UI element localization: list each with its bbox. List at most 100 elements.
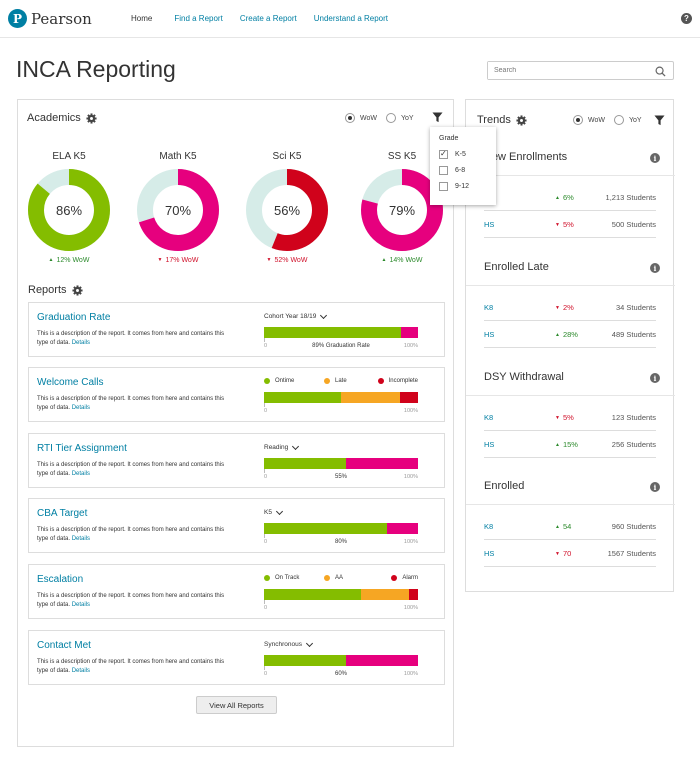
details-link[interactable]: Details: [71, 535, 91, 542]
info-icon[interactable]: i: [650, 263, 660, 273]
axis-tick: [264, 666, 265, 670]
search-box: [487, 61, 674, 80]
view-all-reports-button[interactable]: View All Reports: [196, 696, 277, 714]
trend-row: K8 54 960 Students: [484, 513, 656, 540]
report-filter-value: Synchronous: [264, 641, 302, 648]
donut-arc: [361, 169, 443, 251]
wow-radio[interactable]: [573, 115, 583, 125]
divider: [466, 504, 675, 505]
yoy-radio[interactable]: [613, 115, 624, 125]
axis-tick: [264, 403, 265, 407]
filter-icon[interactable]: [432, 112, 443, 123]
donut-math-k5[interactable]: Math K5 70% 17% WoW: [134, 151, 222, 264]
grade-option-9-12[interactable]: 9-12: [439, 182, 487, 191]
trend-section-title: DSY Withdrawal: [484, 371, 564, 383]
checkbox[interactable]: [439, 166, 448, 175]
report-filter-select[interactable]: Reading: [264, 442, 300, 451]
trend-row-key[interactable]: K8: [484, 303, 494, 312]
search-icon[interactable]: [655, 66, 666, 77]
report-card: CBA Target This is a description of the r…: [28, 498, 445, 553]
report-description-text: This is a description of the report. It …: [37, 659, 225, 674]
report-title[interactable]: CBA Target: [37, 508, 88, 519]
details-link[interactable]: Details: [71, 667, 91, 674]
report-description-text: This is a description of the report. It …: [37, 331, 225, 346]
bar-segment: [387, 523, 418, 534]
donut-delta: 12% WoW: [25, 257, 113, 264]
report-title[interactable]: Welcome Calls: [37, 377, 104, 388]
info-icon[interactable]: i: [650, 482, 660, 492]
axis-min-label: 0: [264, 474, 268, 480]
gear-icon[interactable]: [86, 112, 97, 124]
legend-label: Ontime: [275, 378, 295, 384]
trend-row-key[interactable]: HS: [484, 220, 495, 229]
details-link[interactable]: Details: [71, 404, 91, 411]
report-title[interactable]: RTI Tier Assignment: [37, 443, 127, 454]
donut-ss-k5[interactable]: SS K5 79% 14% WoW: [358, 151, 446, 264]
details-link[interactable]: Details: [71, 339, 91, 346]
trends-title: Trends: [477, 114, 511, 126]
grade-option-6-8[interactable]: 6-8: [439, 166, 487, 175]
bar-segment: [264, 392, 341, 403]
report-filter-select[interactable]: Cohort Year 18/19: [264, 311, 328, 320]
pearson-logo-mark: P: [8, 9, 27, 28]
trend-row-key[interactable]: K8: [484, 522, 494, 531]
axis-max-label: 100%: [403, 408, 418, 414]
pearson-logo[interactable]: P Pearson: [8, 9, 92, 28]
donut-chart: 70%: [137, 169, 219, 251]
nav-understand-a-report[interactable]: Understand a Report: [313, 14, 388, 23]
bar-segment: [401, 327, 418, 338]
details-link[interactable]: Details: [71, 470, 91, 477]
report-description-text: This is a description of the report. It …: [37, 462, 225, 477]
gear-icon[interactable]: [71, 284, 83, 296]
filter-icon[interactable]: [654, 115, 665, 126]
donut-title: SS K5: [387, 151, 417, 162]
report-title[interactable]: Contact Met: [37, 640, 91, 651]
legend-dot: [324, 575, 330, 581]
checkbox[interactable]: [439, 182, 448, 191]
trend-row-delta: 6%: [555, 193, 574, 202]
report-card: Escalation This is a description of the r…: [28, 564, 445, 619]
info-icon[interactable]: i: [650, 373, 660, 383]
search-input[interactable]: [488, 62, 648, 79]
donut-chart: 56%: [246, 169, 328, 251]
nav-home[interactable]: Home: [131, 14, 153, 23]
gear-icon[interactable]: [516, 114, 527, 126]
trend-row-key[interactable]: HS: [484, 549, 495, 558]
trend-row: K8 5% 123 Students: [484, 404, 656, 431]
report-filter-select[interactable]: K5: [264, 507, 283, 516]
checkbox[interactable]: [439, 149, 448, 159]
report-title[interactable]: Escalation: [37, 574, 84, 585]
donut-chart: 86%: [28, 169, 110, 251]
trend-row-key[interactable]: HS: [484, 440, 495, 449]
report-description: This is a description of the report. It …: [37, 658, 227, 675]
stacked-bar: [264, 458, 418, 469]
trend-row-delta: 54: [555, 522, 571, 531]
details-link[interactable]: Details: [71, 601, 91, 608]
help-icon[interactable]: ?: [681, 13, 692, 24]
academics-panel: Academics WoW YoY ELA K5 86% 12% WoW Mat…: [17, 99, 454, 747]
bar-segment: [341, 392, 400, 403]
legend-label: Late: [335, 378, 347, 384]
donut-title: Math K5: [159, 151, 197, 162]
info-icon[interactable]: i: [650, 153, 660, 163]
bar-caption: 55%: [334, 474, 347, 480]
donut-ela-k5[interactable]: ELA K5 86% 12% WoW: [25, 151, 113, 264]
trend-row: HS 5% 500 Students: [484, 211, 656, 238]
report-title[interactable]: Graduation Rate: [37, 312, 111, 323]
nav-create-a-report[interactable]: Create a Report: [239, 14, 297, 23]
donut-delta: 14% WoW: [358, 257, 446, 264]
nav-find-a-report[interactable]: Find a Report: [174, 14, 223, 23]
donut-value: 79%: [389, 203, 415, 218]
trend-section-title: Enrolled: [484, 480, 525, 492]
donut-delta-text: 17% WoW: [158, 257, 199, 264]
report-filter-select[interactable]: Synchronous: [264, 639, 313, 648]
donut-sci-k5[interactable]: Sci K5 56% 52% WoW: [243, 151, 331, 264]
yoy-radio[interactable]: [385, 113, 396, 123]
chevron-down-icon: [320, 311, 328, 319]
wow-radio[interactable]: [345, 113, 355, 123]
bar-caption: 89% Graduation Rate: [312, 343, 370, 349]
grade-option-k5[interactable]: K-5: [439, 149, 487, 159]
trend-row-key[interactable]: HS: [484, 330, 495, 339]
trend-row-key[interactable]: K8: [484, 413, 494, 422]
legend-item: Ontime: [264, 378, 294, 384]
